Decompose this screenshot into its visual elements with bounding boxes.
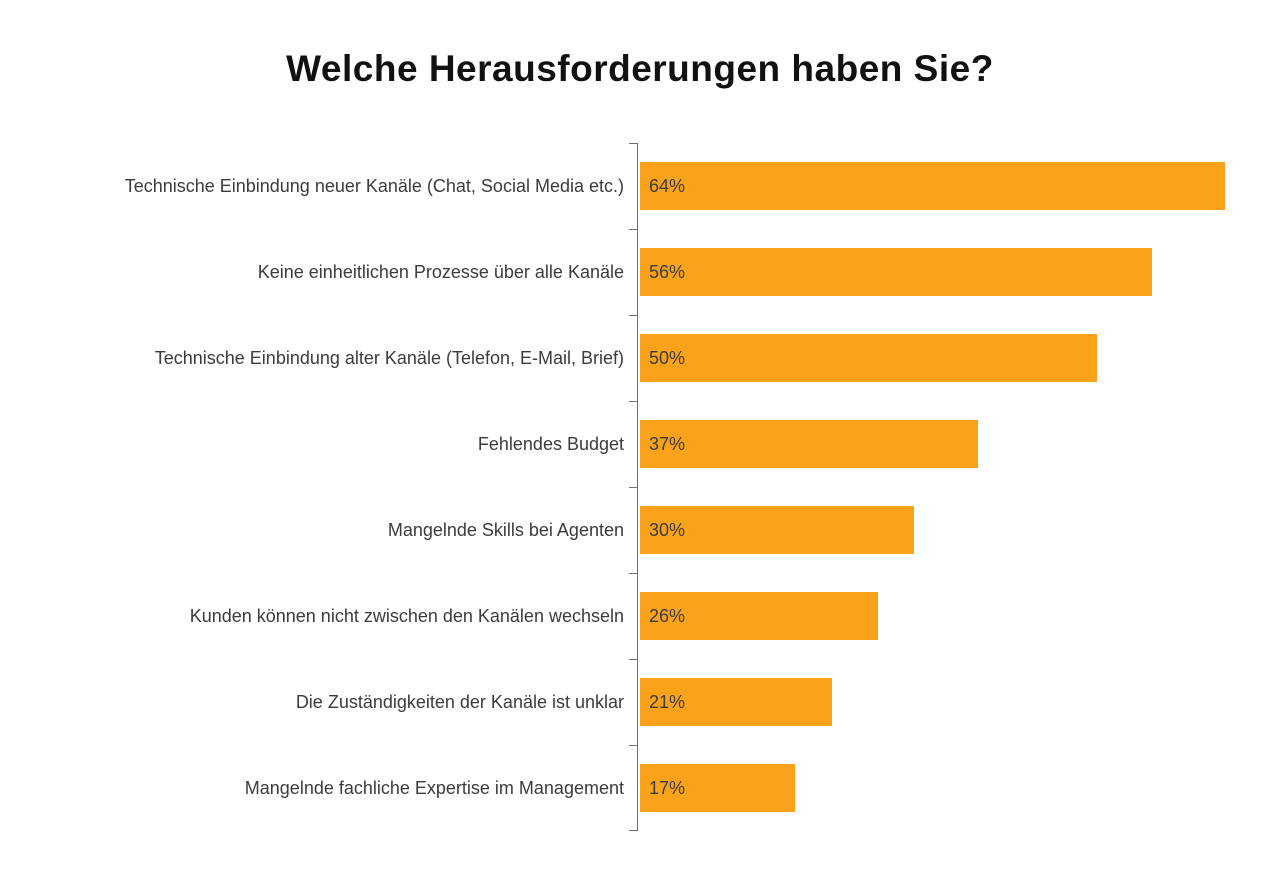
bar-row: Fehlendes Budget 37% — [0, 401, 1280, 487]
bar-area: 17% — [637, 764, 1280, 812]
bar-row: Die Zuständigkeiten der Kanäle ist unkla… — [0, 659, 1280, 745]
axis-tick — [629, 143, 637, 144]
axis-tick — [629, 401, 637, 402]
category-label: Kunden können nicht zwischen den Kanälen… — [189, 606, 624, 626]
bar-value-label: 37% — [649, 433, 686, 454]
bar-area: 50% — [637, 334, 1280, 382]
bar-row: Mangelnde Skills bei Agenten 30% — [0, 487, 1280, 573]
category-label: Die Zuständigkeiten der Kanäle ist unkla… — [295, 692, 624, 712]
bar-value-label: 56% — [649, 261, 686, 282]
axis-tick — [629, 229, 637, 230]
bar: 26% — [640, 592, 878, 640]
bar-area: 30% — [637, 506, 1280, 554]
category-label: Keine einheitlichen Prozesse über alle K… — [257, 262, 624, 282]
bar: 56% — [640, 248, 1152, 296]
bar-row: Keine einheitlichen Prozesse über alle K… — [0, 229, 1280, 315]
axis-tick — [629, 659, 637, 660]
axis-tick — [629, 573, 637, 574]
bar-area: 21% — [637, 678, 1280, 726]
plot-area: Technische Einbindung neuer Kanäle (Chat… — [0, 143, 1280, 831]
bar: 21% — [640, 678, 832, 726]
bar-value-label: 50% — [649, 347, 686, 368]
bar: 37% — [640, 420, 979, 468]
axis-tick — [629, 315, 637, 316]
category-label: Mangelnde fachliche Expertise im Managem… — [244, 778, 624, 798]
bar-value-label: 64% — [649, 175, 686, 196]
axis-tick — [629, 830, 637, 831]
bar-rows: Technische Einbindung neuer Kanäle (Chat… — [0, 143, 1280, 831]
chart-title: Welche Herausforderungen haben Sie? — [286, 48, 994, 89]
bar-row: Kunden können nicht zwischen den Kanälen… — [0, 573, 1280, 659]
bar: 50% — [640, 334, 1098, 382]
bar-area: 26% — [637, 592, 1280, 640]
category-label: Mangelnde Skills bei Agenten — [387, 520, 624, 540]
bar-row: Mangelnde fachliche Expertise im Managem… — [0, 745, 1280, 831]
bar-area: 37% — [637, 420, 1280, 468]
bar-value-label: 17% — [649, 777, 686, 798]
bar: 64% — [640, 162, 1226, 210]
bar: 17% — [640, 764, 796, 812]
bar-row: Technische Einbindung neuer Kanäle (Chat… — [0, 143, 1280, 229]
bar-value-label: 21% — [649, 691, 686, 712]
bar: 30% — [640, 506, 915, 554]
axis-tick — [629, 487, 637, 488]
category-label: Technische Einbindung alter Kanäle (Tele… — [154, 348, 624, 368]
bar-area: 64% — [637, 162, 1280, 210]
y-axis-line — [637, 143, 638, 831]
axis-tick — [629, 745, 637, 746]
bar-value-label: 26% — [649, 605, 686, 626]
bar-area: 56% — [637, 248, 1280, 296]
category-label: Fehlendes Budget — [477, 434, 624, 454]
bar-value-label: 30% — [649, 519, 686, 540]
bar-row: Technische Einbindung alter Kanäle (Tele… — [0, 315, 1280, 401]
category-label: Technische Einbindung neuer Kanäle (Chat… — [124, 176, 624, 196]
